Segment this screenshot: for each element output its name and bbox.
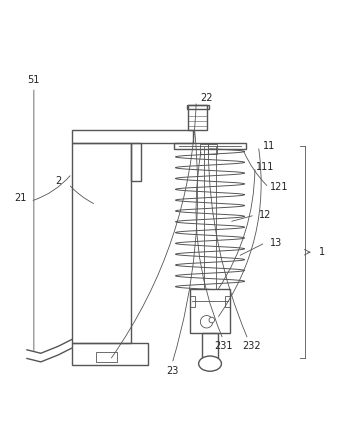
Text: 111: 111: [256, 162, 274, 172]
Text: 1: 1: [319, 247, 325, 257]
Bar: [174, 143, 246, 149]
Circle shape: [200, 316, 213, 328]
Bar: [131, 143, 141, 181]
Bar: [200, 144, 208, 154]
Text: 21: 21: [14, 193, 26, 203]
Bar: [188, 104, 207, 131]
Bar: [72, 131, 193, 143]
Text: 22: 22: [200, 93, 213, 103]
Bar: [72, 343, 148, 365]
Text: 12: 12: [259, 210, 272, 220]
Bar: [208, 144, 217, 154]
Bar: [72, 143, 131, 343]
Bar: [225, 296, 230, 307]
Bar: [187, 104, 209, 109]
Text: 23: 23: [166, 365, 178, 376]
Text: 2: 2: [55, 175, 61, 186]
Text: 121: 121: [270, 182, 289, 192]
Text: 51: 51: [28, 75, 40, 85]
Ellipse shape: [199, 356, 221, 371]
Bar: [203, 333, 218, 358]
Text: 231: 231: [214, 341, 233, 351]
Circle shape: [209, 317, 214, 323]
Bar: [190, 296, 195, 307]
Text: 13: 13: [270, 238, 282, 248]
Bar: [96, 352, 117, 362]
Text: 11: 11: [263, 141, 275, 151]
Text: 232: 232: [242, 341, 261, 351]
Bar: [190, 289, 230, 333]
